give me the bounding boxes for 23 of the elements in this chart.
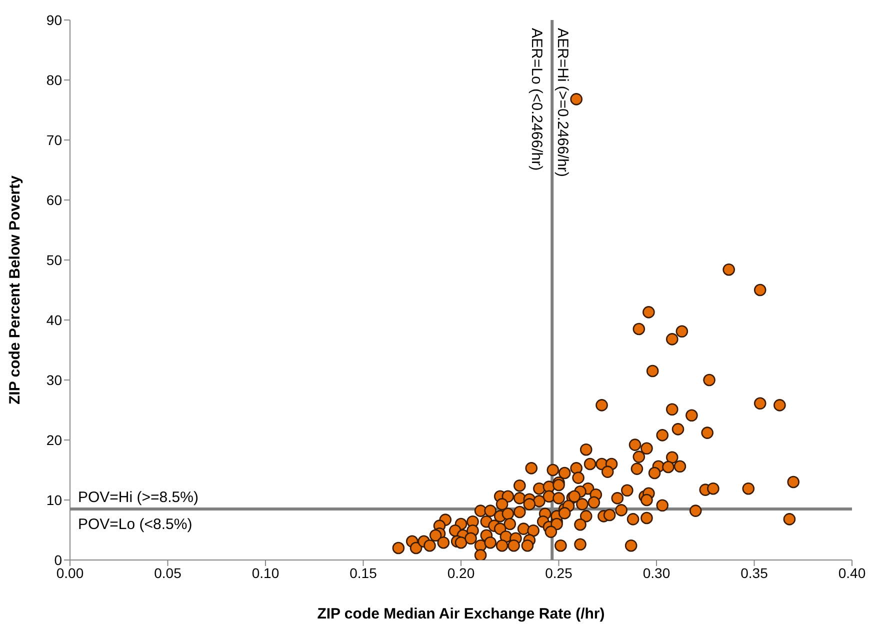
x-tick-label: 0.30 <box>642 564 670 581</box>
x-tick-label: 0.05 <box>154 564 182 581</box>
y-tick-label: 10 <box>46 492 62 508</box>
y-tick-label: 80 <box>46 72 62 88</box>
ref-line-label: POV=Hi (>=8.5%) <box>78 489 198 506</box>
y-tick-label: 30 <box>46 372 62 388</box>
x-tick-label: 0.15 <box>350 564 378 581</box>
x-tick-label: 0.25 <box>545 564 573 581</box>
annotation: POV=Lo (<8.5%) <box>78 516 192 533</box>
ref-line-label: AER=Hi (>=0.2466/hr) <box>554 28 572 177</box>
x-tick-label: 0.20 <box>447 564 475 581</box>
y-axis-title: ZIP code Percent Below Poverty <box>6 174 24 404</box>
x-tick-label: 0.40 <box>838 564 866 581</box>
y-tick-label: 90 <box>46 12 62 28</box>
y-tick-label: 40 <box>46 312 62 328</box>
y-tick-label: 70 <box>46 132 62 148</box>
x-axis-title: ZIP code Median Air Exchange Rate (/hr) <box>317 606 605 623</box>
annotation: AER=Lo (<0.2466/hr) <box>528 28 546 171</box>
x-tick-label: 0.10 <box>252 564 280 581</box>
y-tick-label: 50 <box>46 252 62 268</box>
x-tick-label: 0.35 <box>740 564 768 581</box>
y-tick-label: 60 <box>46 192 62 208</box>
y-tick-label: 20 <box>46 432 62 448</box>
